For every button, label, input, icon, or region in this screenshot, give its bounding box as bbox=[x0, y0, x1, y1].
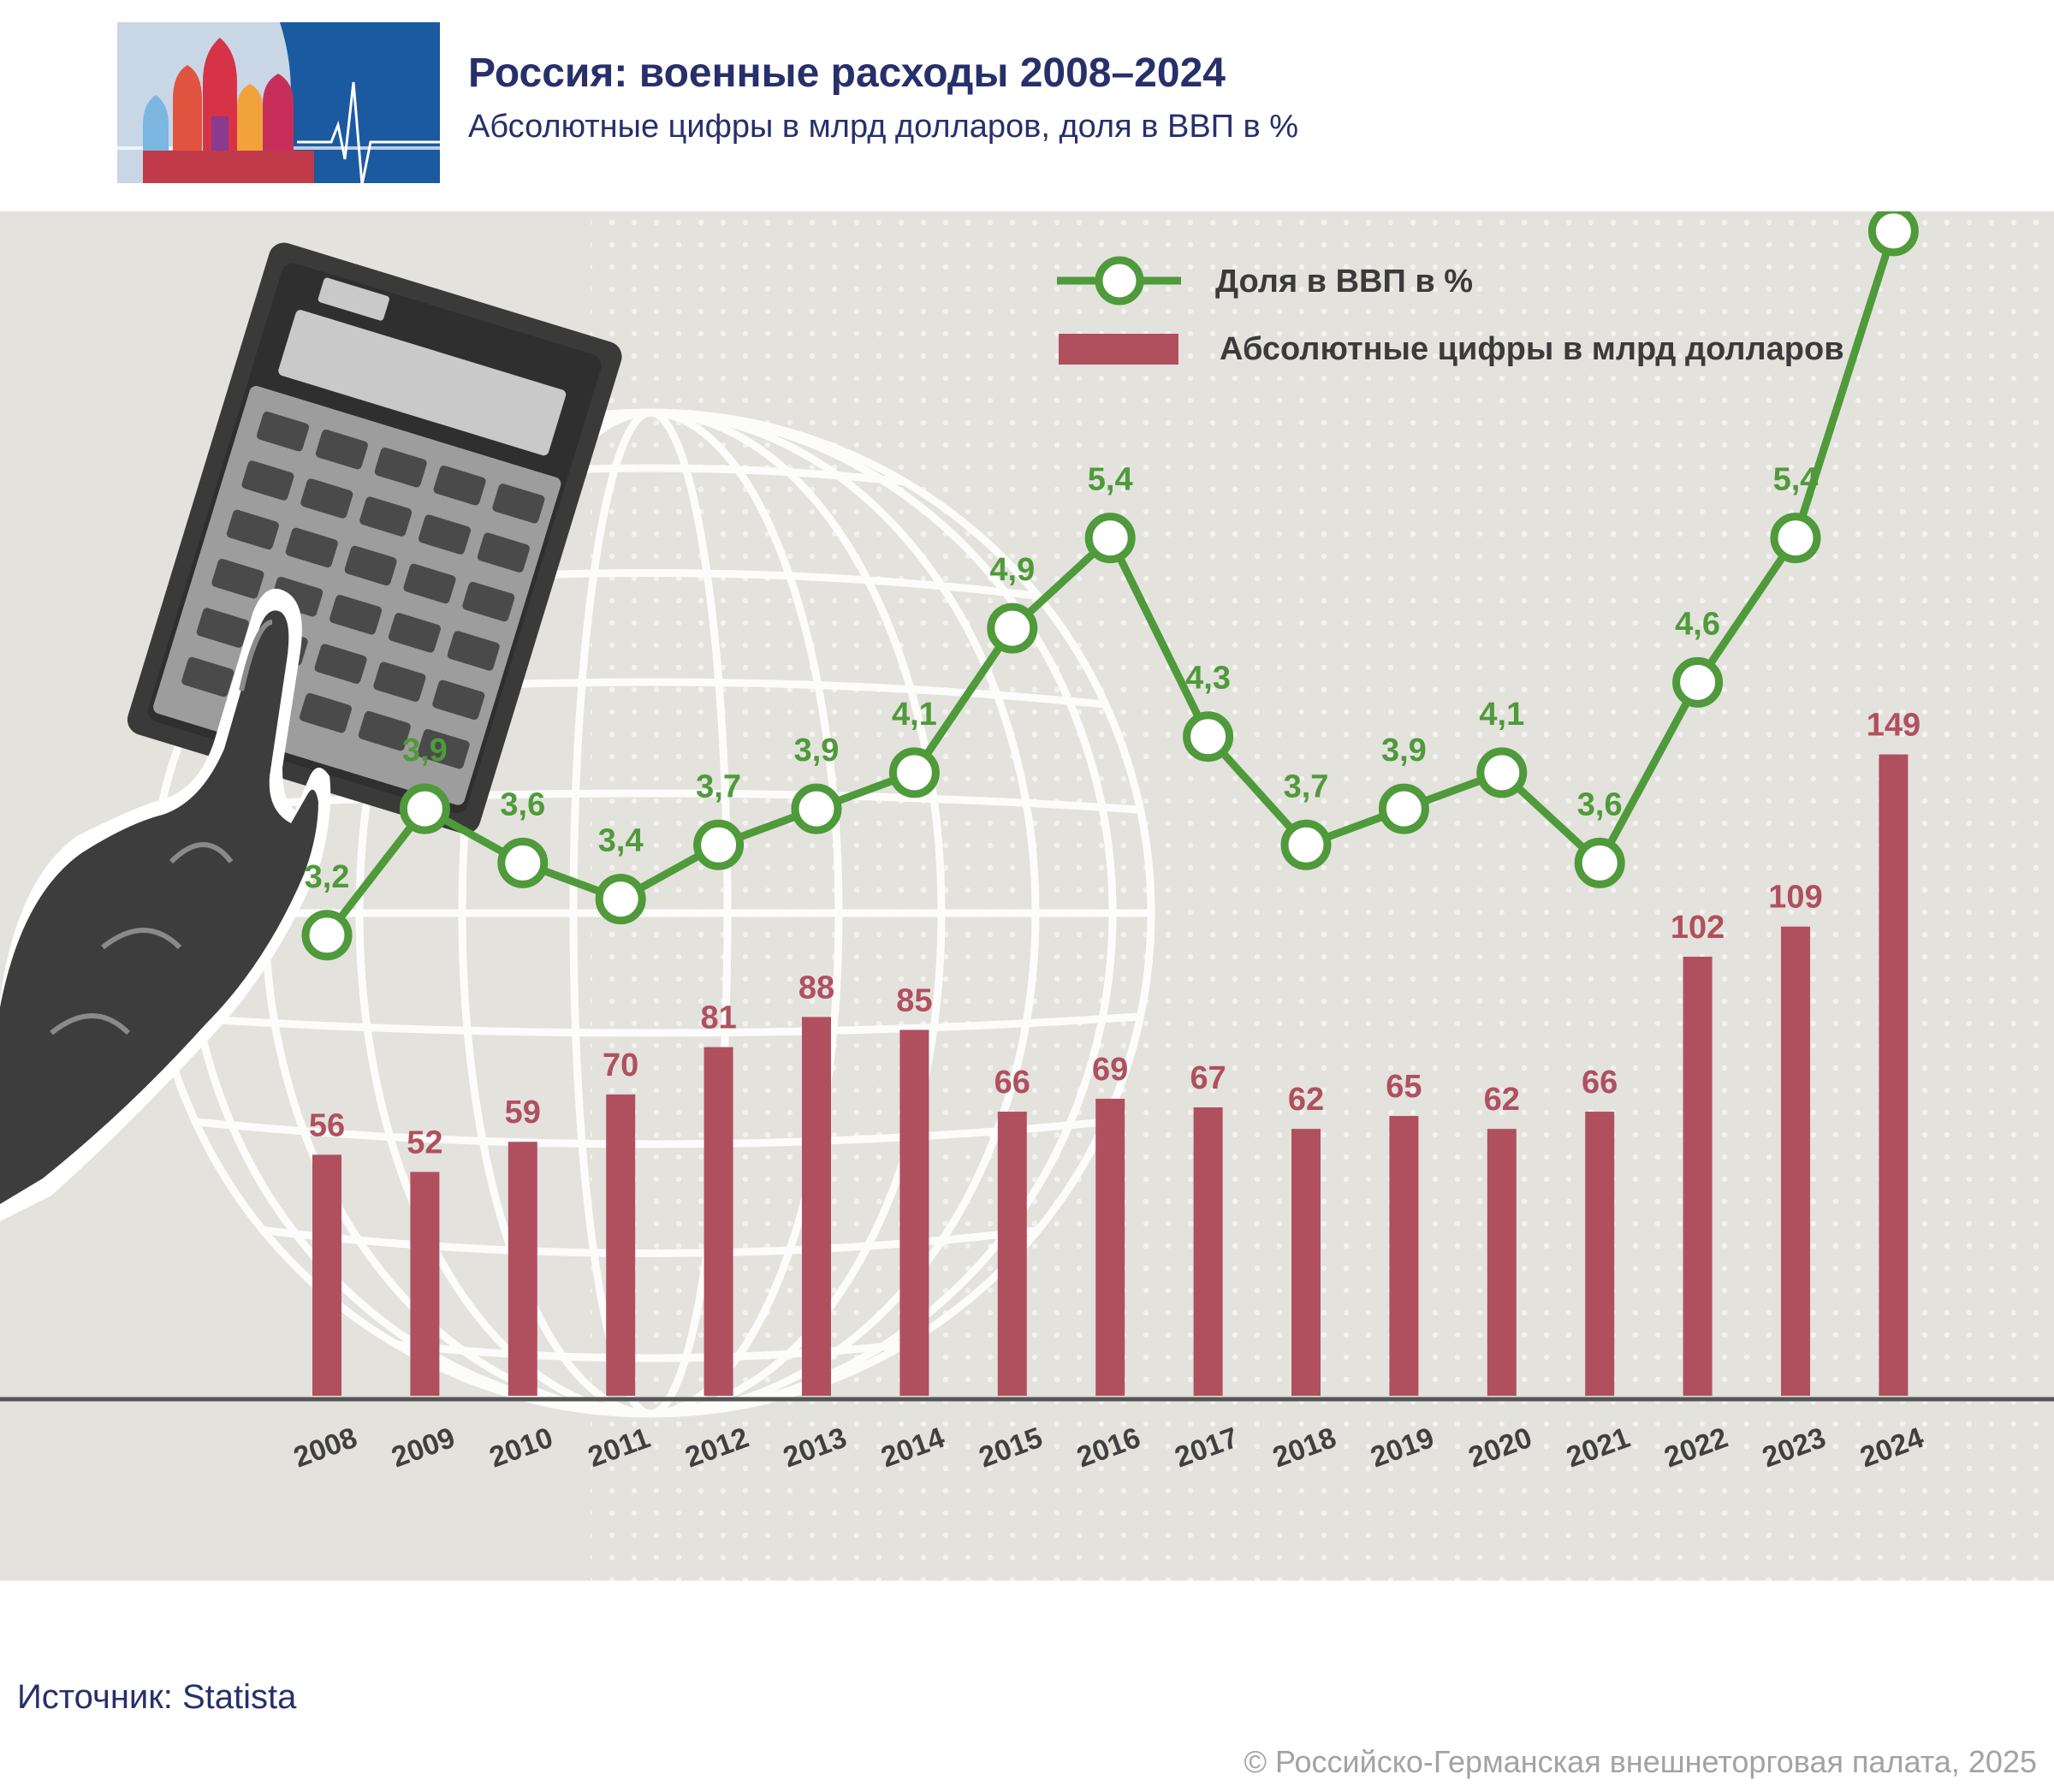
line-point-2018 bbox=[1280, 819, 1332, 870]
line-point-2024 bbox=[1867, 211, 1919, 257]
line-point-2021 bbox=[1574, 837, 1625, 888]
source-note: Источник: Statista bbox=[17, 1678, 297, 1716]
bar-value-label: 62 bbox=[1288, 1082, 1324, 1118]
bar-2021 bbox=[1585, 1112, 1615, 1396]
line-point-2017 bbox=[1183, 711, 1234, 762]
bar-2008 bbox=[312, 1154, 341, 1396]
kremlin-logo-icon bbox=[117, 22, 440, 183]
bar-value-label: 62 bbox=[1484, 1082, 1520, 1118]
bar-2009 bbox=[410, 1172, 440, 1396]
line-value-label: 3,9 bbox=[794, 733, 840, 768]
line-point-2013 bbox=[791, 783, 842, 834]
bar-2017 bbox=[1193, 1107, 1223, 1396]
line-value-label: 4,3 bbox=[1185, 661, 1231, 697]
line-value-label: 3,6 bbox=[1577, 786, 1623, 822]
bar-value-label: 69 bbox=[1092, 1052, 1128, 1088]
line-value-label: 3,7 bbox=[1284, 768, 1329, 804]
bar-2013 bbox=[802, 1017, 831, 1396]
bar-2014 bbox=[899, 1030, 929, 1396]
line-point-2011 bbox=[595, 874, 646, 925]
hand-icon bbox=[0, 588, 331, 1221]
page-title: Россия: военные расходы 2008–2024 bbox=[468, 50, 1226, 96]
line-value-label: 3,2 bbox=[305, 859, 350, 895]
line-point-2016 bbox=[1084, 513, 1136, 564]
page-subtitle: Абсолютные цифры в млрд долларов, доля в… bbox=[468, 109, 1299, 145]
bar-2012 bbox=[703, 1047, 733, 1396]
bar-value-label: 66 bbox=[1582, 1065, 1618, 1101]
bar-value-label: 59 bbox=[505, 1095, 541, 1130]
line-point-2009 bbox=[399, 783, 450, 834]
chart-panel: Доля в ВВП в % Абсолютные цифры в млрд д… bbox=[0, 211, 2054, 1581]
bar-2015 bbox=[997, 1112, 1027, 1396]
bar-2023 bbox=[1781, 926, 1810, 1396]
line-point-2023 bbox=[1770, 513, 1821, 564]
bars-layer: 56 52 59 70 81 88 85 66 69 67 62 65 62 66 102 109 149 bbox=[309, 708, 1920, 1396]
line-value-label: 4,6 bbox=[1675, 606, 1720, 642]
calculator-icon bbox=[127, 242, 622, 834]
bar-value-label: 67 bbox=[1190, 1060, 1226, 1096]
line-value-label: 3,6 bbox=[500, 786, 545, 822]
x-tick-label: 2009 bbox=[388, 1421, 460, 1475]
line-point-2020 bbox=[1476, 747, 1528, 798]
bar-value-label: 88 bbox=[798, 970, 834, 1006]
chart-svg: Доля в ВВП в % Абсолютные цифры в млрд д… bbox=[0, 211, 2054, 1581]
line-value-label: 4,9 bbox=[989, 552, 1035, 588]
line-point-2019 bbox=[1378, 783, 1429, 834]
line-point-2022 bbox=[1672, 656, 1724, 708]
bar-2022 bbox=[1683, 956, 1713, 1396]
line-layer: 3,2 3,9 3,6 3,4 3,7 3,9 4,1 4,9 5,4 4,3 3,7 3,9 4,1 3… bbox=[301, 211, 1919, 961]
bar-value-label: 52 bbox=[407, 1124, 442, 1160]
line-value-label: 3,4 bbox=[598, 823, 644, 859]
line-point-2008 bbox=[301, 910, 353, 961]
line-value-label: 4,1 bbox=[892, 697, 937, 733]
copyright-note: © Российско-Германская внешнеторговая па… bbox=[1244, 1744, 2038, 1779]
legend-label-line: Доля в ВВП в % bbox=[1215, 264, 1473, 300]
bar-2018 bbox=[1291, 1129, 1321, 1396]
bar-2019 bbox=[1389, 1116, 1419, 1396]
bar-value-label: 149 bbox=[1867, 708, 1920, 744]
bar-2016 bbox=[1095, 1098, 1125, 1396]
bar-2024 bbox=[1879, 754, 1909, 1396]
line-value-label: 5,4 bbox=[1773, 462, 1819, 498]
legend-bar-swatch bbox=[1059, 334, 1178, 365]
bar-value-label: 70 bbox=[603, 1047, 638, 1083]
bar-value-label: 66 bbox=[994, 1065, 1030, 1101]
bar-2020 bbox=[1487, 1129, 1517, 1396]
line-value-label: 3,9 bbox=[402, 733, 448, 768]
bar-value-label: 85 bbox=[896, 982, 932, 1018]
bar-value-label: 102 bbox=[1671, 910, 1725, 946]
bar-2010 bbox=[508, 1142, 537, 1396]
x-tick-label: 2008 bbox=[289, 1421, 361, 1475]
line-value-label: 4,1 bbox=[1479, 697, 1524, 733]
line-point-2014 bbox=[888, 747, 940, 798]
legend: Доля в ВВП в % Абсолютные цифры в млрд д… bbox=[1057, 256, 1844, 367]
line-point-2010 bbox=[497, 837, 549, 888]
bar-value-label: 65 bbox=[1386, 1069, 1422, 1105]
line-value-label: 5,4 bbox=[1088, 462, 1133, 498]
line-point-2015 bbox=[987, 602, 1038, 654]
bar-2011 bbox=[606, 1094, 636, 1396]
bar-value-label: 56 bbox=[309, 1107, 345, 1143]
bar-value-label: 81 bbox=[700, 1000, 736, 1036]
legend-line-swatch bbox=[1057, 256, 1181, 306]
line-point-2012 bbox=[693, 819, 745, 870]
line-value-label: 3,9 bbox=[1381, 733, 1427, 768]
x-tick-label: 2010 bbox=[485, 1421, 557, 1475]
bar-value-label: 109 bbox=[1768, 880, 1822, 916]
line-value-label: 3,7 bbox=[696, 768, 741, 804]
legend-label-bar: Абсолютные цифры в млрд долларов bbox=[1220, 331, 1844, 367]
